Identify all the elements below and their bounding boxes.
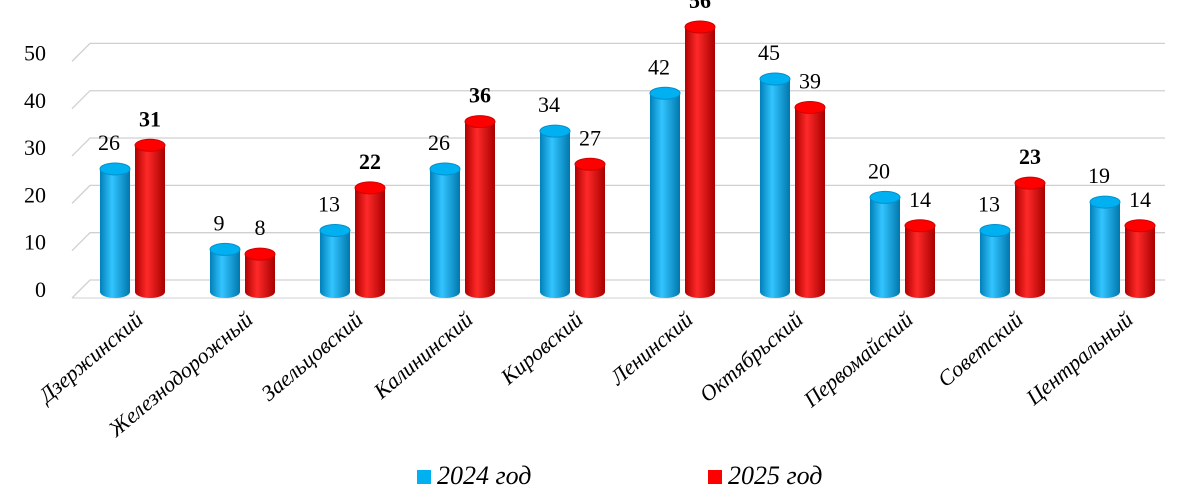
bar-top <box>759 72 791 86</box>
bar-top <box>1014 176 1046 190</box>
grid-line <box>71 42 1165 62</box>
data-label: 27 <box>579 125 601 150</box>
bar-top <box>904 219 936 233</box>
bar-top <box>684 20 716 34</box>
legend-label: 2024 год <box>437 461 531 490</box>
bar <box>320 230 350 292</box>
bar-top <box>464 115 496 129</box>
data-label: 45 <box>758 40 780 65</box>
legend-swatch <box>708 470 722 484</box>
data-label: 20 <box>868 158 890 183</box>
bar <box>1125 225 1155 292</box>
bar-top <box>794 100 826 114</box>
grid-line <box>71 90 1165 110</box>
bar <box>1015 183 1045 292</box>
bar <box>980 230 1010 292</box>
bar <box>465 121 495 293</box>
data-label: 14 <box>909 187 931 212</box>
y-tick-label: 40 <box>24 88 46 113</box>
bar <box>100 168 130 292</box>
bar <box>430 168 460 292</box>
x-tick-label: Кировский <box>495 307 588 390</box>
y-tick-label: 20 <box>24 182 46 207</box>
x-tick-label: Дзержинский <box>32 307 147 409</box>
bar <box>575 164 605 292</box>
data-label: 36 <box>469 83 491 108</box>
bar-top <box>354 181 386 195</box>
data-label: 9 <box>214 210 225 235</box>
y-tick-label: 30 <box>24 135 46 160</box>
bar <box>540 131 570 292</box>
legend-swatch <box>417 470 431 484</box>
x-tick-label: Заельцовский <box>256 307 367 406</box>
y-tick-label: 10 <box>24 230 46 255</box>
bar <box>1090 202 1120 292</box>
bar-top <box>649 86 681 100</box>
data-label: 13 <box>978 192 1000 217</box>
data-label: 31 <box>139 106 161 131</box>
x-tick-label: Калининский <box>368 307 478 405</box>
y-tick-label: 0 <box>35 277 46 302</box>
data-label: 13 <box>318 192 340 217</box>
x-tick-label: Ленинский <box>604 307 697 391</box>
data-label: 8 <box>255 215 266 240</box>
data-label: 23 <box>1019 144 1041 169</box>
bar <box>650 93 680 292</box>
data-label: 34 <box>538 92 560 117</box>
y-tick-label: 50 <box>24 40 46 65</box>
bar <box>760 79 790 292</box>
bar-top <box>99 162 131 176</box>
bar-top <box>574 157 606 171</box>
bar <box>795 107 825 292</box>
bar <box>135 145 165 292</box>
bar-top <box>1124 219 1156 233</box>
bar-top <box>1089 195 1121 209</box>
bar-top <box>539 124 571 138</box>
data-label: 19 <box>1088 163 1110 188</box>
bar-top <box>244 247 276 261</box>
data-label: 14 <box>1129 187 1151 212</box>
bar-top <box>869 190 901 204</box>
legend-label: 2025 год <box>728 461 822 490</box>
bar-top <box>979 223 1011 237</box>
data-label: 22 <box>359 149 381 174</box>
bar <box>870 197 900 292</box>
bar-top <box>134 138 166 152</box>
bar-top <box>319 223 351 237</box>
x-tick-label: Советский <box>933 307 1028 392</box>
data-label: 42 <box>648 54 670 79</box>
grid-line <box>71 137 1165 157</box>
bar <box>210 249 240 292</box>
bar <box>685 27 715 292</box>
bar <box>355 187 385 292</box>
bar-top <box>209 242 241 256</box>
bar-top <box>429 162 461 176</box>
data-label: 26 <box>428 130 450 155</box>
data-label: 56 <box>689 0 711 13</box>
x-tick-label: Первомайский <box>798 307 918 413</box>
data-label: 39 <box>799 68 821 93</box>
data-label: 26 <box>98 130 120 155</box>
grid-line <box>71 184 1165 204</box>
x-tick-label: Центральный <box>1020 307 1137 411</box>
x-tick-label: Октябрьский <box>695 307 808 407</box>
bar <box>905 225 935 292</box>
